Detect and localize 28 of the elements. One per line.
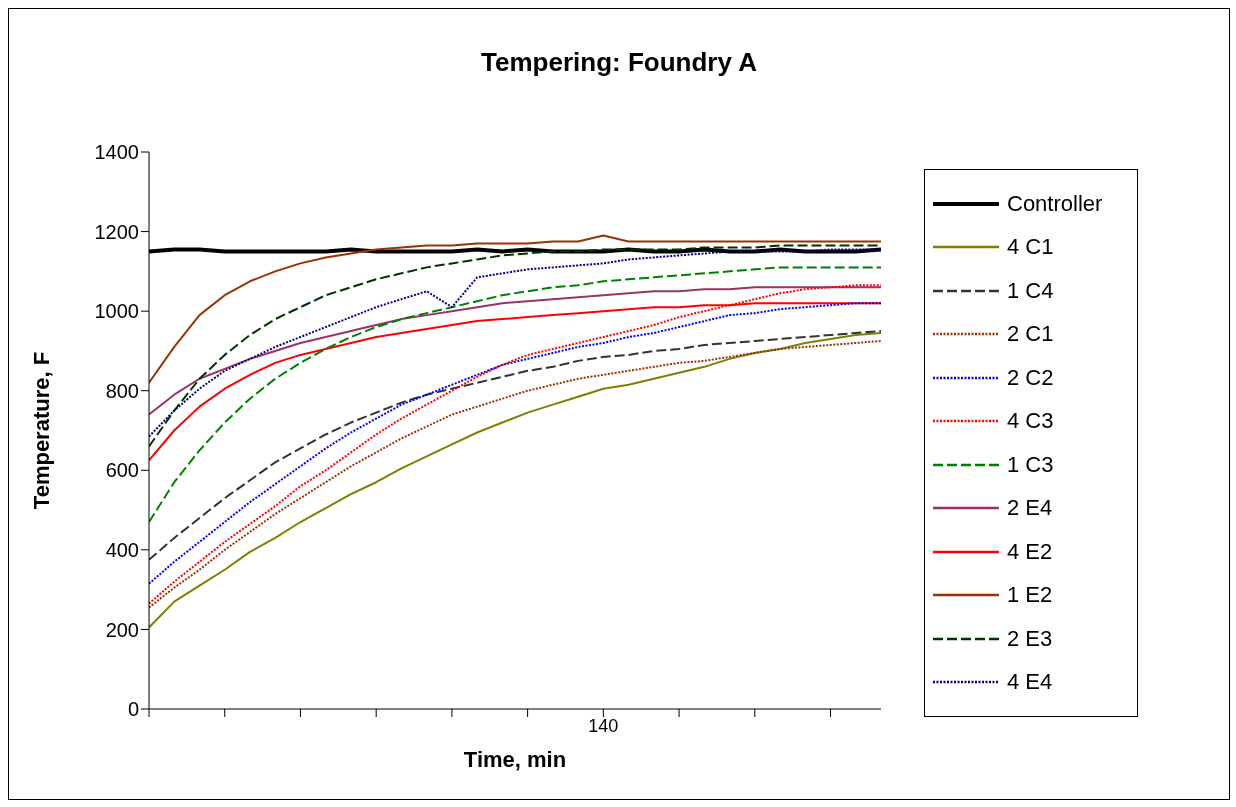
legend-label: 1 C3 <box>1007 451 1054 478</box>
y-tick-label: 1200 <box>94 220 139 243</box>
legend-label: 1 E2 <box>1007 582 1053 609</box>
y-tick-label: 0 <box>127 698 139 721</box>
y-tick-label: 1400 <box>94 141 139 164</box>
legend-label: 2 C1 <box>1007 321 1054 348</box>
x-axis-title: Time, min <box>463 747 567 772</box>
line-series <box>149 266 881 524</box>
legend-label: 2 E3 <box>1007 625 1053 652</box>
legend-label: 1 C4 <box>1007 277 1054 304</box>
legend-label: 2 E4 <box>1007 495 1053 522</box>
legend-label: Controller <box>1007 190 1103 217</box>
line-series <box>149 330 881 561</box>
y-tick-label: 400 <box>105 538 139 561</box>
line-series <box>149 234 881 384</box>
legend-label: 4 E4 <box>1007 669 1053 696</box>
y-axis-title: Temperature, F <box>28 351 54 510</box>
x-tick-label: 140 <box>588 715 619 736</box>
legend-label: 4 C1 <box>1007 234 1054 261</box>
line-series <box>149 286 881 416</box>
y-tick-label: 1000 <box>94 300 139 323</box>
y-tick-label: 800 <box>105 379 139 402</box>
legend-label: 4 C3 <box>1007 408 1054 435</box>
legend-label: 2 C2 <box>1007 364 1054 391</box>
legend-label: 4 E2 <box>1007 538 1053 565</box>
chart-title: Tempering: Foundry A <box>480 47 758 78</box>
y-tick-label: 600 <box>105 459 139 482</box>
y-tick-label: 200 <box>105 618 139 641</box>
